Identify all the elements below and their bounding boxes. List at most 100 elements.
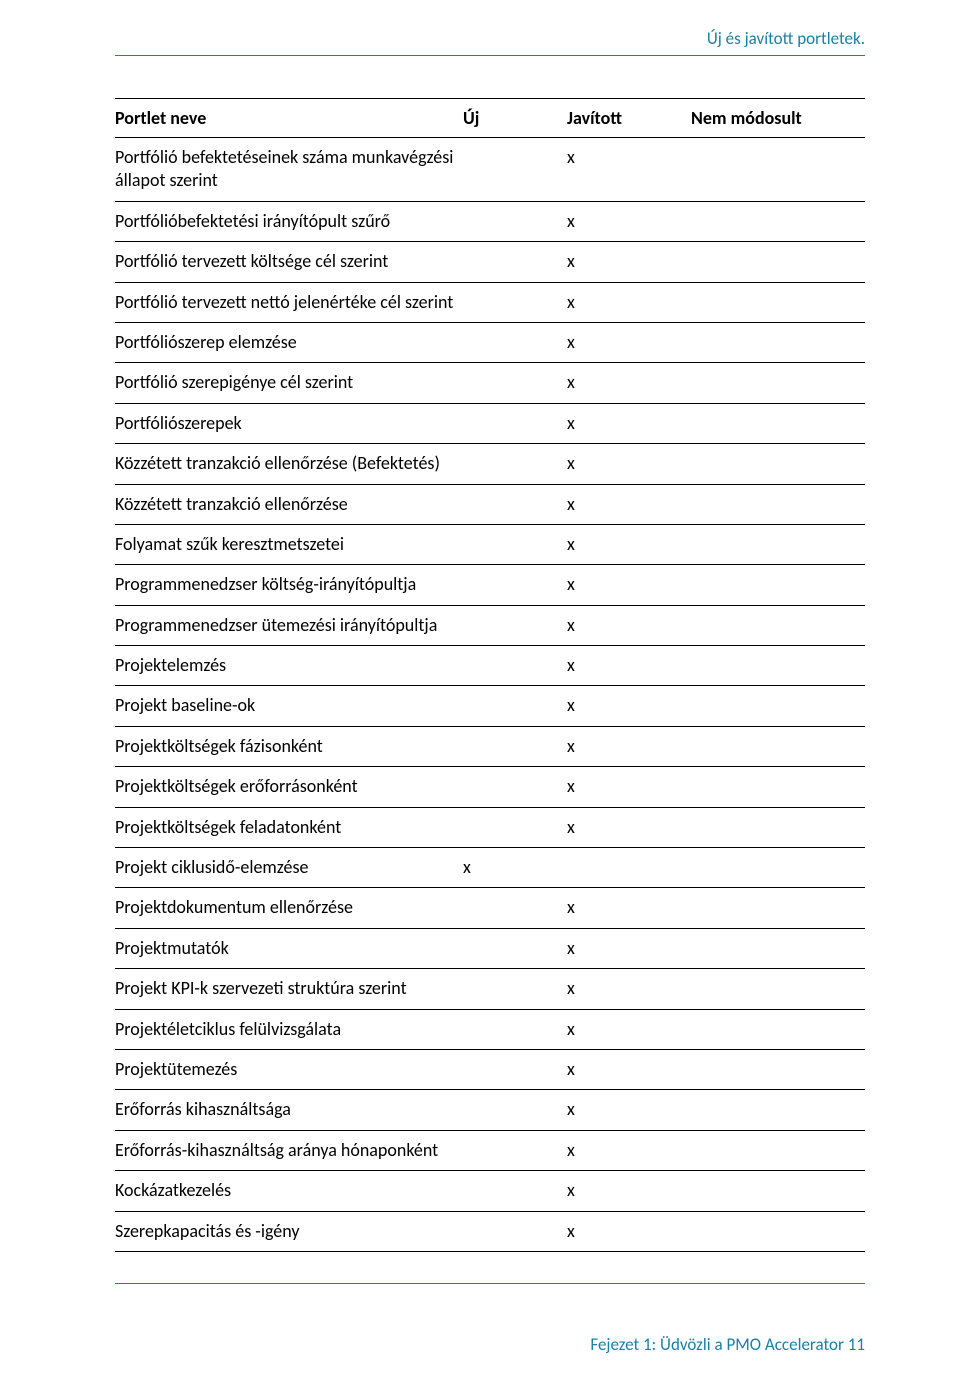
col-nem: Nem módosult [691,99,865,138]
table-row: Projektdokumentum ellenőrzése x [115,888,865,928]
cell-portlet-name: Erőforrás-kihasználtság aránya hónaponké… [115,1130,463,1170]
cell-uj [463,1090,567,1130]
cell-uj [463,403,567,443]
cell-nem [691,767,865,807]
table-row: Szerepkapacitás és -igényx [115,1211,865,1251]
cell-portlet-name: Projektköltségek erőforrásonként [115,767,463,807]
cell-uj [463,646,567,686]
table-row: Projektmutatókx [115,928,865,968]
cell-javitott: x [567,201,691,241]
cell-uj [463,767,567,807]
table-row: Programmenedzser ütemezési irányítópultj… [115,605,865,645]
cell-javitott: x [567,686,691,726]
document-page: Új és javított portletek. Portlet neve Ú… [0,0,960,1385]
cell-nem [691,242,865,282]
cell-portlet-name: Projektdokumentum ellenőrzése [115,888,463,928]
cell-portlet-name: Folyamat szűk keresztmetszetei [115,524,463,564]
table-row: Portfólió szerepigénye cél szerintx [115,363,865,403]
cell-uj [463,138,567,202]
cell-uj [463,888,567,928]
cell-javitott: x [567,363,691,403]
cell-javitott: x [567,1171,691,1211]
table-row: Portfólió befektetéseinek száma munkavég… [115,138,865,202]
cell-javitott: x [567,1049,691,1089]
cell-javitott: x [567,726,691,766]
cell-portlet-name: Projektütemezés [115,1049,463,1089]
cell-javitott: x [567,138,691,202]
table-row: Projekt baseline-okx [115,686,865,726]
cell-uj [463,484,567,524]
cell-portlet-name: Programmenedzser költség-irányítópultja [115,565,463,605]
cell-nem [691,1211,865,1251]
cell-nem [691,282,865,322]
table-row: Folyamat szűk keresztmetszetei x [115,524,865,564]
table-row: Portfóliószerepek x [115,403,865,443]
table-header-row: Portlet neve Új Javított Nem módosult [115,99,865,138]
cell-nem [691,807,865,847]
cell-javitott: x [567,444,691,484]
table-row: Projektéletciklus felülvizsgálatax [115,1009,865,1049]
cell-nem [691,605,865,645]
table-row: Erőforrás kihasználtságax [115,1090,865,1130]
table-row: Projektütemezés x [115,1049,865,1089]
cell-uj [463,363,567,403]
table-row: Portfólió tervezett költsége cél szerint… [115,242,865,282]
cell-uj [463,242,567,282]
col-portlet-name: Portlet neve [115,99,463,138]
cell-uj [463,444,567,484]
cell-uj [463,524,567,564]
cell-nem [691,928,865,968]
cell-uj [463,969,567,1009]
cell-uj [463,1211,567,1251]
cell-javitott: x [567,888,691,928]
cell-uj [463,322,567,362]
cell-nem [691,969,865,1009]
cell-portlet-name: Közzétett tranzakció ellenőrzése [115,484,463,524]
cell-uj [463,686,567,726]
table-row: Projektköltségek fázisonkéntx [115,726,865,766]
cell-javitott: x [567,242,691,282]
cell-portlet-name: Portfólió tervezett nettó jelenértéke cé… [115,282,463,322]
col-uj: Új [463,99,567,138]
cell-javitott: x [567,1009,691,1049]
cell-javitott: x [567,1090,691,1130]
cell-portlet-name: Kockázatkezelés [115,1171,463,1211]
page-header-title: Új és javított portletek. [707,28,865,49]
cell-portlet-name: Portfóliószerepek [115,403,463,443]
cell-javitott: x [567,524,691,564]
table-row: Erőforrás-kihasználtság aránya hónaponké… [115,1130,865,1170]
cell-uj [463,1009,567,1049]
cell-uj [463,201,567,241]
cell-nem [691,524,865,564]
cell-nem [691,363,865,403]
cell-uj [463,605,567,645]
cell-javitott [567,848,691,888]
cell-portlet-name: Portfóliószerep elemzése [115,322,463,362]
cell-javitott: x [567,767,691,807]
page-footer: Fejezet 1: Üdvözli a PMO Accelerator 11 [115,1283,865,1355]
cell-portlet-name: Szerepkapacitás és -igény [115,1211,463,1251]
cell-uj: x [463,848,567,888]
cell-portlet-name: Projektmutatók [115,928,463,968]
cell-uj [463,1171,567,1211]
cell-nem [691,565,865,605]
table-row: Programmenedzser költség-irányítópultja x [115,565,865,605]
footer-text: Fejezet 1: Üdvözli a PMO Accelerator 11 [590,1334,865,1355]
table-row: Projektelemzésx [115,646,865,686]
cell-nem [691,848,865,888]
cell-portlet-name: Projektelemzés [115,646,463,686]
cell-javitott: x [567,484,691,524]
cell-nem [691,484,865,524]
cell-javitott: x [567,605,691,645]
cell-portlet-name: Közzétett tranzakció ellenőrzése (Befekt… [115,444,463,484]
cell-portlet-name: Projekt ciklusidő-elemzése [115,848,463,888]
cell-javitott: x [567,565,691,605]
cell-javitott: x [567,403,691,443]
cell-nem [691,726,865,766]
cell-nem [691,201,865,241]
cell-nem [691,322,865,362]
cell-javitott: x [567,807,691,847]
cell-nem [691,1130,865,1170]
table-row: Portfóliószerep elemzésex [115,322,865,362]
table-row: Kockázatkezelés x [115,1171,865,1211]
